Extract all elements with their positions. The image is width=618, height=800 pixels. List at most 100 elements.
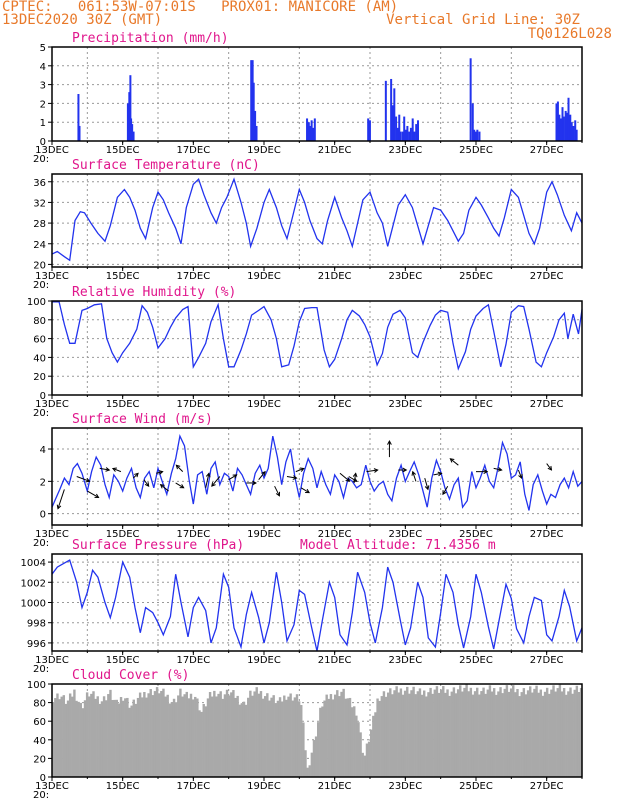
cloud-cover-bar: [501, 693, 504, 777]
precip-bar: [132, 131, 135, 141]
cloud-cover-bar: [111, 699, 114, 777]
wind-vector-head: [158, 470, 164, 475]
x-tick-label: 13DEC: [35, 145, 69, 156]
wind-vector-arrow: [99, 467, 110, 471]
cloud-cover-bar: [312, 739, 316, 777]
cloud-cover-bar: [81, 708, 85, 777]
precip-bar: [566, 112, 569, 141]
cloud-cover-bar: [306, 767, 309, 777]
cloud-cover-bar: [575, 685, 579, 777]
cloud-cover-bar: [234, 697, 237, 777]
cloud-cover-bar: [141, 697, 144, 777]
cloud-cover-bar: [420, 694, 424, 777]
cloud-cover-bar: [414, 694, 417, 777]
wind-vector-arrow: [424, 477, 429, 490]
precip-bar: [368, 120, 371, 141]
cloud-cover-bar: [514, 692, 517, 777]
cloud-cover-bar: [433, 689, 437, 777]
cloud-cover-bar: [151, 695, 155, 777]
precip-bar: [416, 120, 419, 141]
y-tick-label: 40: [33, 353, 46, 364]
cloud-cover-bar: [300, 705, 303, 777]
x-tick-label: 21DEC: [318, 271, 352, 282]
cloud-cover-bar: [308, 765, 311, 777]
precip-bar: [401, 131, 404, 141]
cloud-cover-bar: [463, 687, 466, 777]
cloud-cover-bar: [75, 700, 78, 777]
precip-bar: [384, 80, 387, 141]
wind-vector-arrow: [546, 463, 552, 471]
wind-vector-head: [144, 482, 150, 487]
cloud-cover-bar: [66, 700, 70, 777]
precip-bar: [307, 122, 310, 141]
panel-title: Surface Wind (m/s): [72, 412, 213, 427]
cloud-cover-bar: [253, 691, 256, 777]
cloud-cover-bar: [539, 689, 543, 777]
wind-vector-arrow: [258, 471, 266, 481]
cloud-cover-bar: [395, 686, 398, 777]
precip-bar: [570, 122, 573, 141]
precip-bar: [575, 129, 578, 141]
cloud-cover-bar: [126, 697, 129, 777]
cloud-cover-bar: [331, 699, 335, 777]
cloud-cover-bar: [562, 687, 566, 777]
cloud-cover-bar: [488, 685, 492, 777]
cloud-cover-bar: [132, 699, 135, 777]
wind-vector-head: [205, 472, 211, 478]
cloud-cover-bar: [545, 687, 549, 777]
cloud-cover-bar: [107, 694, 110, 777]
x-tick-label: 23DEC: [388, 145, 422, 156]
cloud-cover-bar: [304, 750, 307, 777]
wind-vector-arrow: [286, 476, 297, 479]
cloud-cover-bar: [164, 696, 167, 777]
precip-bar: [312, 127, 315, 141]
cloud-cover-bar: [317, 722, 320, 777]
wind-vector-head: [518, 474, 523, 480]
y-tick-label: 996: [27, 639, 46, 650]
wind-vector-head: [94, 493, 100, 498]
cloud-cover-bar: [280, 701, 284, 777]
x-tick-label: 19DEC: [247, 271, 281, 282]
cloud-cover-bar: [113, 699, 116, 777]
cloud-cover-bar: [213, 690, 216, 777]
cloud-cover-bar: [435, 686, 439, 777]
cloud-cover-bar: [526, 690, 530, 777]
precip-bar: [471, 103, 474, 141]
cloud-cover-bar: [363, 755, 367, 777]
cloud-cover-bar: [179, 688, 182, 777]
x-tick-label: 25DEC: [459, 271, 493, 282]
wind-vector-arrow: [205, 473, 210, 488]
panel-title: Cloud Cover (%): [72, 668, 189, 683]
cloud-cover-bar: [537, 692, 540, 777]
precip-bar: [254, 110, 257, 141]
precip-bar: [78, 125, 81, 141]
y-tick-label: 100: [27, 680, 46, 691]
cloud-cover-bar: [459, 685, 462, 777]
cloud-cover-bar: [529, 686, 532, 777]
wind-vector-arrow: [412, 471, 417, 482]
cloud-cover-bar: [79, 702, 82, 777]
x-tick-label: 13DEC: [35, 271, 69, 282]
cloud-cover-bar: [232, 690, 235, 777]
panel-annotation: Model Altitude: 71.4356 m: [300, 538, 496, 553]
wind-vector-head: [497, 467, 503, 472]
header-model-id: TQ0126L028: [527, 26, 612, 42]
cloud-cover-bar: [319, 707, 322, 777]
cloud-cover-bar: [531, 692, 534, 777]
cloud-cover-bar: [68, 693, 72, 777]
x-tick-label: 27DEC: [530, 529, 564, 540]
cloud-cover-bar: [423, 690, 426, 777]
wind-vector-head: [261, 470, 266, 476]
wind-vector-head: [56, 504, 62, 510]
cloud-cover-bar: [247, 697, 250, 777]
cloud-cover-bar: [183, 694, 186, 777]
cloud-cover-bar: [361, 752, 364, 777]
cloud-cover-bar: [58, 699, 61, 777]
precip-bar: [251, 60, 254, 141]
cloud-cover-bar: [482, 687, 485, 777]
header-run-date: 13DEC2020 30Z (GMT): [2, 12, 163, 28]
y-tick-label: 0: [40, 391, 46, 402]
x-tick-label: 15DEC: [106, 529, 140, 540]
precip-bar: [409, 127, 412, 141]
cloud-cover-bar: [128, 707, 131, 777]
